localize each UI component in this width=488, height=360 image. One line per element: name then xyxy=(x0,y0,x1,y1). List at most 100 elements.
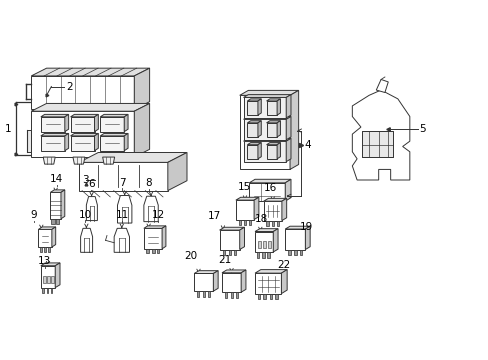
Text: 8: 8 xyxy=(145,179,152,189)
Polygon shape xyxy=(197,291,199,297)
Polygon shape xyxy=(285,226,309,229)
Polygon shape xyxy=(156,249,159,253)
Polygon shape xyxy=(266,221,268,226)
Polygon shape xyxy=(238,220,240,225)
Polygon shape xyxy=(44,247,46,252)
Text: 15: 15 xyxy=(237,182,251,192)
Polygon shape xyxy=(256,252,259,258)
Polygon shape xyxy=(294,249,296,255)
Polygon shape xyxy=(289,90,298,170)
Polygon shape xyxy=(247,121,261,123)
Polygon shape xyxy=(247,143,261,145)
Polygon shape xyxy=(50,192,61,219)
Polygon shape xyxy=(234,249,236,255)
Polygon shape xyxy=(146,249,148,253)
Polygon shape xyxy=(100,117,124,132)
Polygon shape xyxy=(267,252,269,258)
Polygon shape xyxy=(143,226,165,228)
Text: 9: 9 xyxy=(31,210,38,220)
Polygon shape xyxy=(305,226,309,249)
Polygon shape xyxy=(124,134,128,151)
Polygon shape xyxy=(86,197,97,221)
Polygon shape xyxy=(27,130,31,153)
Polygon shape xyxy=(41,266,55,288)
Polygon shape xyxy=(134,103,149,157)
Polygon shape xyxy=(243,119,285,140)
Polygon shape xyxy=(287,249,290,255)
Polygon shape xyxy=(114,228,129,252)
Polygon shape xyxy=(52,227,56,247)
Polygon shape xyxy=(213,271,218,291)
Polygon shape xyxy=(266,101,277,115)
Polygon shape xyxy=(42,288,44,293)
Polygon shape xyxy=(43,275,45,283)
Text: 3: 3 xyxy=(82,175,89,185)
Polygon shape xyxy=(376,80,387,93)
Polygon shape xyxy=(239,90,298,95)
Polygon shape xyxy=(162,226,165,249)
Text: 21: 21 xyxy=(218,255,231,265)
Polygon shape xyxy=(79,153,186,162)
Polygon shape xyxy=(266,123,277,137)
Polygon shape xyxy=(230,292,232,298)
Polygon shape xyxy=(222,270,245,273)
Polygon shape xyxy=(39,229,52,247)
Polygon shape xyxy=(61,190,64,219)
Polygon shape xyxy=(100,134,128,136)
Polygon shape xyxy=(285,117,290,140)
Polygon shape xyxy=(50,288,52,293)
Polygon shape xyxy=(351,90,409,180)
Polygon shape xyxy=(64,114,68,132)
Polygon shape xyxy=(285,138,290,162)
Polygon shape xyxy=(235,197,258,200)
Polygon shape xyxy=(56,219,59,224)
Polygon shape xyxy=(285,179,290,201)
Polygon shape xyxy=(255,270,286,273)
Text: 10: 10 xyxy=(79,210,92,220)
Polygon shape xyxy=(70,114,98,117)
Polygon shape xyxy=(243,98,285,118)
Polygon shape xyxy=(235,292,238,298)
Polygon shape xyxy=(277,121,280,137)
Polygon shape xyxy=(243,95,290,98)
Polygon shape xyxy=(94,134,98,151)
Polygon shape xyxy=(64,134,68,151)
Polygon shape xyxy=(263,294,265,298)
Polygon shape xyxy=(277,99,280,115)
Polygon shape xyxy=(271,221,273,226)
Polygon shape xyxy=(194,271,218,274)
Text: 7: 7 xyxy=(119,178,125,188)
Polygon shape xyxy=(275,294,277,298)
Polygon shape xyxy=(248,220,251,225)
Polygon shape xyxy=(228,249,231,255)
Polygon shape xyxy=(247,99,261,101)
Polygon shape xyxy=(249,183,285,201)
Polygon shape xyxy=(254,197,258,220)
Text: 19: 19 xyxy=(300,221,313,231)
Polygon shape xyxy=(241,270,245,292)
Text: 20: 20 xyxy=(184,251,197,261)
Polygon shape xyxy=(255,273,281,294)
Polygon shape xyxy=(79,162,167,190)
Polygon shape xyxy=(41,114,68,117)
Polygon shape xyxy=(219,227,244,230)
Polygon shape xyxy=(262,252,264,258)
Text: 6: 6 xyxy=(88,179,94,189)
Polygon shape xyxy=(50,190,64,192)
Polygon shape xyxy=(277,143,280,159)
Polygon shape xyxy=(31,68,149,76)
Text: 12: 12 xyxy=(151,210,164,220)
Polygon shape xyxy=(70,117,94,132)
Polygon shape xyxy=(267,241,271,248)
Polygon shape xyxy=(281,198,286,221)
Text: 16: 16 xyxy=(263,183,276,193)
Text: 2: 2 xyxy=(66,81,73,91)
Polygon shape xyxy=(285,229,305,249)
Polygon shape xyxy=(243,138,290,141)
Polygon shape xyxy=(167,153,186,190)
Polygon shape xyxy=(257,294,260,298)
Polygon shape xyxy=(203,291,204,297)
Polygon shape xyxy=(244,220,246,225)
Text: 17: 17 xyxy=(208,211,221,221)
Polygon shape xyxy=(239,95,289,170)
